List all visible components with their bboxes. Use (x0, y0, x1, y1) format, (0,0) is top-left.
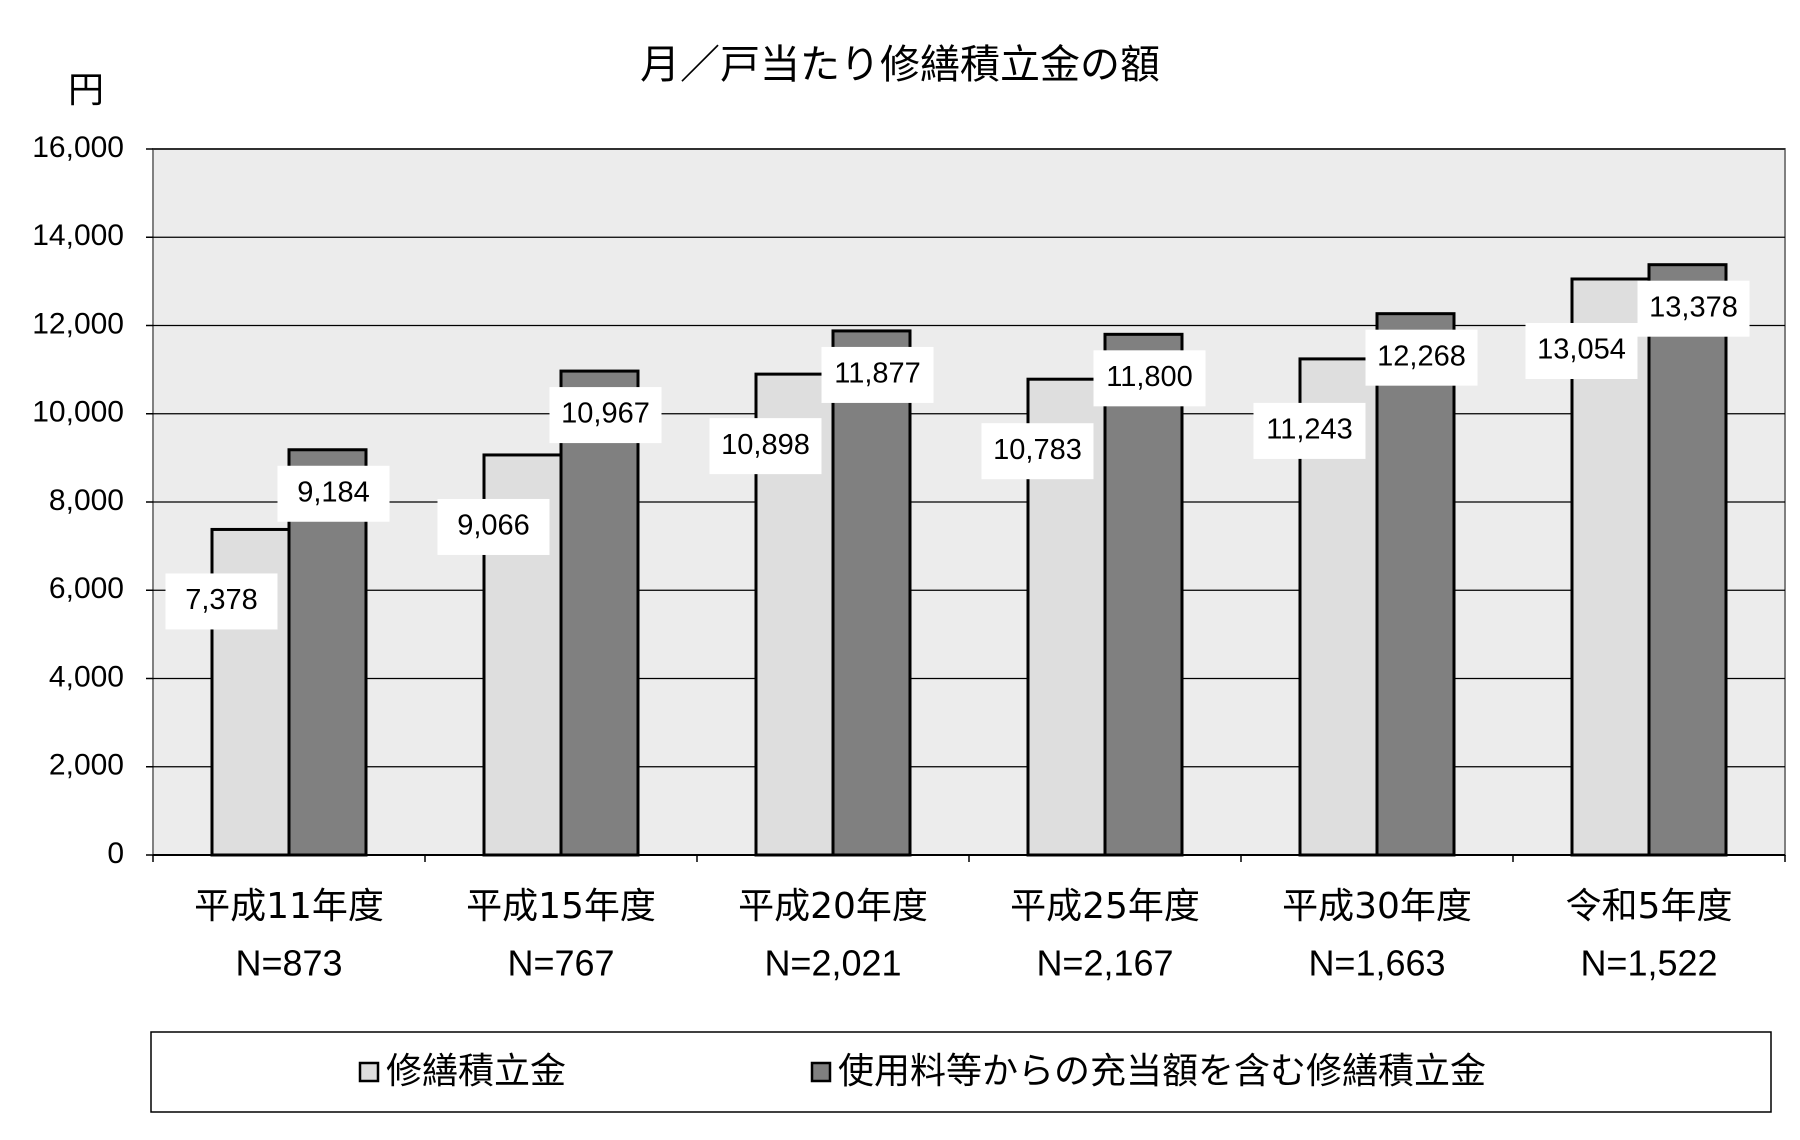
data-label: 9,066 (457, 510, 530, 542)
x-tick-label: 平成15年度 (466, 886, 656, 927)
data-label: 10,898 (721, 429, 810, 461)
x-tick-note: N=1,663 (1308, 943, 1445, 984)
data-label-box (277, 465, 390, 522)
data-label-box (821, 346, 934, 403)
data-label: 11,877 (834, 358, 921, 390)
bar (1647, 263, 1728, 857)
data-label-box (709, 418, 822, 475)
legend-label: 修繕積立金 (386, 1051, 566, 1092)
data-label-box (1253, 402, 1366, 459)
data-label: 7,378 (185, 584, 258, 616)
data-label: 10,783 (993, 434, 1082, 466)
x-tick-label: 平成20年度 (738, 886, 928, 927)
y-tick-label: 12,000 (32, 307, 124, 340)
data-label-box (1637, 280, 1750, 337)
x-tick-note: N=1,522 (1580, 943, 1717, 984)
x-tick-label: 平成25年度 (1010, 886, 1200, 927)
chart-title: 月／戸当たり修繕積立金の額 (640, 42, 1160, 88)
y-tick-label: 8,000 (49, 484, 124, 517)
data-label: 11,243 (1266, 414, 1353, 446)
y-tick-label: 16,000 (32, 131, 124, 164)
data-label: 13,378 (1649, 291, 1738, 323)
data-label: 13,054 (1537, 334, 1626, 366)
y-tick-label: 14,000 (32, 219, 124, 252)
y-axis-label: 円 (68, 70, 104, 111)
x-tick-note: N=767 (507, 943, 614, 984)
bar (831, 329, 912, 857)
x-tick-label: 平成11年度 (194, 886, 384, 927)
data-label-box (437, 498, 550, 555)
data-label-box (549, 387, 662, 444)
data-label-box (1093, 350, 1206, 407)
x-tick-label: 令和5年度 (1566, 886, 1733, 927)
y-tick-label: 4,000 (49, 660, 124, 693)
y-tick-label: 2,000 (49, 749, 124, 782)
data-label-box (1365, 329, 1478, 386)
x-tick-note: N=873 (235, 943, 342, 984)
data-label-box (165, 573, 278, 630)
bar (559, 369, 640, 857)
data-label: 10,967 (561, 398, 650, 430)
legend-label: 使用料等からの充当額を含む修繕積立金 (838, 1051, 1486, 1092)
bar (1103, 332, 1184, 857)
data-label: 11,800 (1106, 361, 1193, 393)
x-tick-note: N=2,021 (764, 943, 901, 984)
data-label: 9,184 (297, 476, 370, 508)
y-tick-label: 0 (107, 837, 124, 870)
data-label: 12,268 (1377, 340, 1466, 372)
y-tick-label: 6,000 (49, 572, 124, 605)
legend-swatch (358, 1061, 380, 1083)
x-tick-label: 平成30年度 (1282, 886, 1472, 927)
data-label-box (981, 423, 1094, 480)
y-tick-label: 10,000 (32, 396, 124, 429)
legend-swatch (810, 1061, 832, 1083)
legend-box (150, 1031, 1772, 1113)
data-label-box (1525, 322, 1638, 379)
x-tick-note: N=2,167 (1036, 943, 1173, 984)
bar (1375, 312, 1456, 857)
